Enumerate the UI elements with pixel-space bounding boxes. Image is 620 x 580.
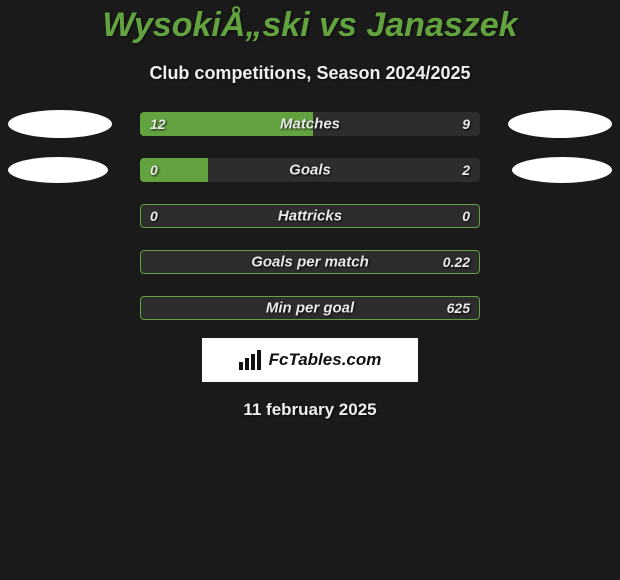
stat-bar-outline — [140, 204, 480, 228]
stat-bar: Hattricks0 0 — [140, 204, 480, 228]
stat-bar-fill-left — [140, 112, 313, 136]
stat-bar: Goals02 — [140, 158, 480, 182]
stat-row: Hattricks0 0 — [0, 204, 620, 228]
date-label: 11 february 2025 — [0, 400, 620, 420]
comparison-card: WysokiÅ„ski vs Janaszek Club competition… — [0, 0, 620, 420]
player-right-marker — [512, 157, 612, 183]
stat-label: Goals per match — [140, 254, 480, 271]
stat-bar: Matches129 — [140, 112, 480, 136]
player-left-marker — [8, 157, 108, 183]
stat-bar-fill-left — [140, 158, 208, 182]
page-title: WysokiÅ„ski vs Janaszek — [0, 0, 620, 45]
stat-bar: Min per goal625 — [140, 296, 480, 320]
brand-label: FcTables.com — [269, 350, 382, 370]
stat-bar-outline — [140, 250, 480, 274]
stat-value-right: 2 — [462, 162, 470, 178]
stat-value-right: 9 — [462, 116, 470, 132]
stat-value-right: 0.22 — [443, 254, 470, 270]
stat-row: Goals per match0.22 — [0, 250, 620, 274]
stat-bar: Goals per match0.22 — [140, 250, 480, 274]
stat-row: Goals02 — [0, 158, 620, 182]
bar-chart-icon — [239, 350, 263, 370]
player-right-marker — [508, 110, 612, 138]
stats-list: Matches129 Goals02 Hattricks0 0 Goals per ma… — [0, 112, 620, 320]
stat-value-left: 0 — [150, 208, 158, 224]
stat-row: Matches129 — [0, 112, 620, 136]
player-left-marker — [8, 110, 112, 138]
stat-value-right: 0 — [462, 208, 470, 224]
subtitle: Club competitions, Season 2024/2025 — [0, 63, 620, 84]
stat-row: Min per goal625 — [0, 296, 620, 320]
stat-bar-outline — [140, 296, 480, 320]
stat-value-right: 625 — [447, 300, 470, 316]
stat-label: Min per goal — [140, 300, 480, 317]
brand-badge[interactable]: FcTables.com — [202, 338, 418, 382]
stat-label: Hattricks — [140, 208, 480, 225]
